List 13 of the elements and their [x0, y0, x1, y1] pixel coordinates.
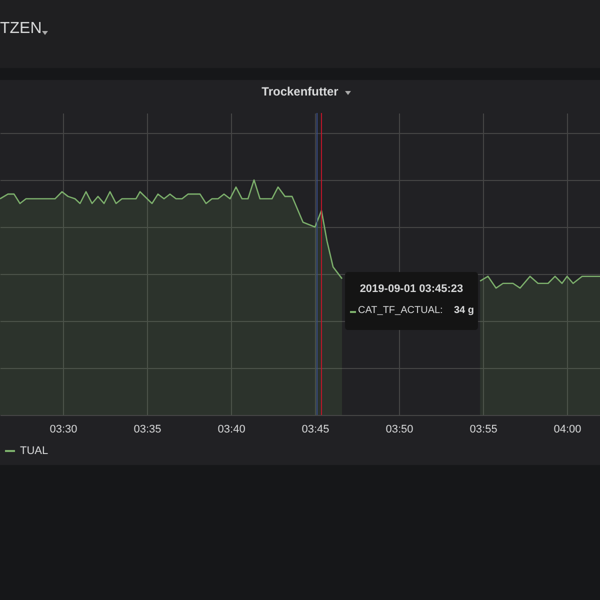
annotation: CAT_TF_ACTUAL: [358, 305, 443, 316]
chart-title: Trockenfutter [262, 84, 339, 98]
x-tick-label: 03:45 [302, 424, 330, 436]
text: TZEN [0, 20, 42, 38]
x-tick-label: 04:00 [554, 424, 582, 436]
x-tick-label: 03:30 [50, 424, 78, 436]
x-tick-label: 03:50 [386, 424, 414, 436]
annotation: 2019-09-01 03:45:23 [358, 283, 464, 295]
legend-label: TUAL [20, 445, 48, 457]
annotation: 34 g [454, 305, 474, 316]
x-tick-label: 03:40 [218, 424, 246, 436]
x-tick-label: 03:55 [470, 424, 498, 436]
x-tick-label: 03:35 [134, 424, 162, 436]
